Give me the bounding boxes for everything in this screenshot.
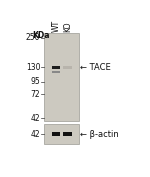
Text: WT: WT (51, 20, 60, 32)
Text: ← β-actin: ← β-actin (80, 130, 119, 139)
Bar (52, 132, 60, 136)
Text: 72: 72 (31, 90, 40, 99)
Text: ← TACE: ← TACE (80, 63, 111, 72)
Text: KDa: KDa (33, 31, 50, 40)
Text: KO: KO (63, 22, 72, 32)
Text: 42: 42 (31, 130, 40, 139)
Bar (63, 132, 72, 136)
Bar (52, 71, 60, 73)
Bar (44, 124, 79, 144)
Bar (52, 66, 60, 69)
Text: 250: 250 (26, 33, 40, 42)
Bar (63, 66, 72, 69)
Text: 95: 95 (31, 77, 40, 86)
Text: 42: 42 (31, 114, 40, 123)
Bar (44, 33, 79, 121)
Text: 130: 130 (26, 63, 40, 72)
